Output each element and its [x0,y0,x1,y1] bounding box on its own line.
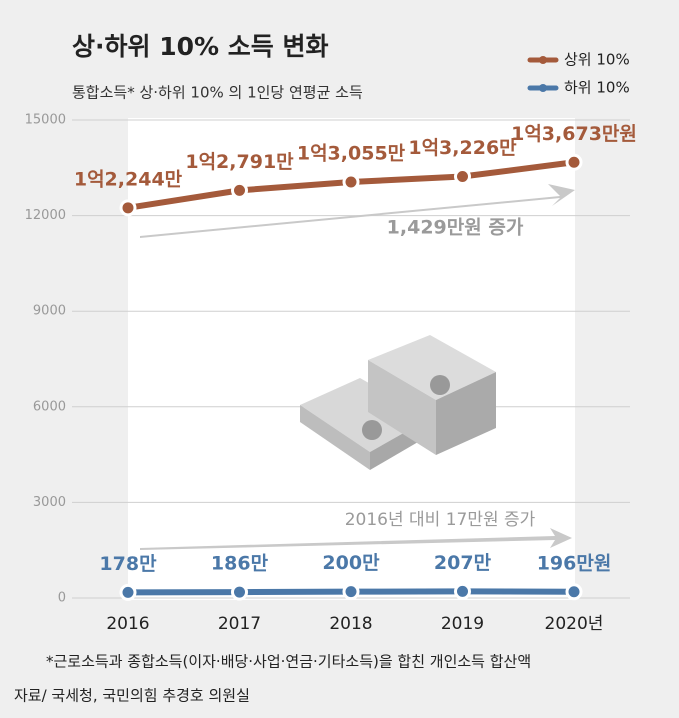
annotation: 1,429만원 증가 [387,217,524,239]
chart-title: 상·하위 10% 소득 변화 [72,32,328,61]
point [565,583,583,601]
point [119,583,137,601]
arrow [140,184,575,238]
data-label: 1억3,226만 [408,137,517,159]
y-tick-label: 6000 [33,399,66,414]
data-label: 1억2,244만 [74,168,183,190]
money-illustration [300,335,496,470]
point [454,168,471,186]
annotation: 2016년 대비 17만원 증가 [345,510,536,530]
x-tick-label: 2020년 [545,614,604,634]
x-tick-label: 2018 [329,614,372,634]
arrow [140,528,572,550]
point [565,153,583,171]
point [454,582,471,600]
legend-label: 상위 10% [564,51,630,69]
point [119,199,137,217]
data-label: 196만원 [537,552,612,574]
point [342,173,360,191]
data-label: 1억3,055만 [297,142,406,164]
data-label: 1억2,791만 [185,151,294,173]
legend-swatch [539,84,547,92]
data-label: 178만 [99,553,157,575]
y-tick-label: 15000 [25,113,66,128]
footnote: *근로소득과 종합소득(이자·배당·사업·연금·기타소득)을 합친 개인소득 합… [46,653,531,671]
legend-label: 하위 10% [564,79,630,97]
data-label: 200만 [322,552,380,574]
y-tick-label: 3000 [33,495,66,510]
source: 자료/ 국세청, 국민의힘 추경호 의원실 [14,687,250,705]
y-tick-label: 9000 [33,304,66,319]
x-tick-label: 2017 [218,614,261,634]
y-tick-label: 12000 [25,208,66,223]
x-tick-label: 2016 [106,614,149,634]
data-label: 186만 [211,553,269,575]
data-label: 1억3,673만원 [511,123,637,145]
chart-subtitle: 통합소득* 상·하위 10% 의 1인당 연평균 소득 [72,84,363,102]
point [231,181,248,199]
data-label: 207만 [434,552,492,574]
point [231,583,248,601]
legend-swatch [539,56,547,64]
y-tick-label: 0 [58,591,66,606]
x-tick-label: 2019 [441,614,484,634]
point [342,583,360,601]
